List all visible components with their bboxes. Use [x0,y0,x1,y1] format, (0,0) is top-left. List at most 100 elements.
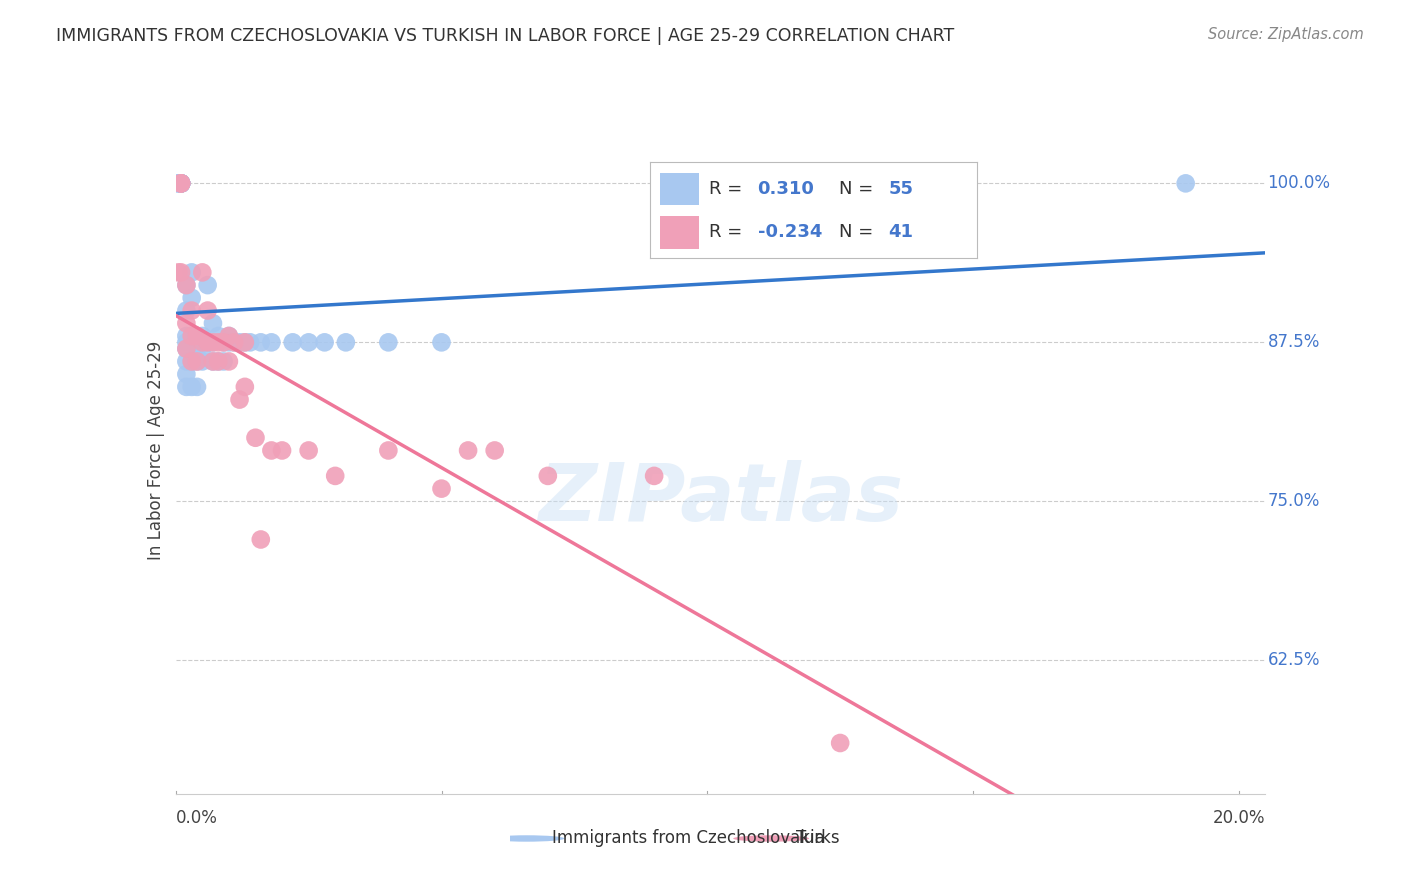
Text: R =: R = [709,180,748,198]
Text: 87.5%: 87.5% [1268,334,1320,351]
Point [218,329,240,343]
Bar [659,172,699,205]
Point [176,303,198,318]
Point [176,342,198,356]
Point [212,335,235,350]
Point [377,335,399,350]
Point [186,354,208,368]
Point [201,354,224,368]
Point [170,177,193,191]
Point [167,177,190,191]
Point [167,177,190,191]
Point [170,177,193,191]
Point [186,342,208,356]
Point [281,335,304,350]
Point [186,380,208,394]
Text: 0.0%: 0.0% [176,809,218,827]
Point [176,342,198,356]
Point [176,354,198,368]
Point [186,354,208,368]
Point [180,291,202,305]
Point [335,335,357,350]
Text: Source: ZipAtlas.com: Source: ZipAtlas.com [1208,27,1364,42]
Point [170,177,193,191]
Point [323,469,346,483]
Point [170,265,193,279]
Point [191,329,214,343]
Point [180,354,202,368]
Point [170,177,193,191]
Point [224,335,246,350]
Text: 0.310: 0.310 [758,180,814,198]
Point [298,335,321,350]
Text: N =: N = [839,180,879,198]
Point [170,177,193,191]
Point [207,329,229,343]
Point [170,177,193,191]
Point [249,335,271,350]
Point [484,443,506,458]
Point [233,335,256,350]
Point [167,265,190,279]
Point [207,354,229,368]
Point [176,380,198,394]
Text: 100.0%: 100.0% [1268,174,1330,193]
Point [245,431,267,445]
Point [298,443,321,458]
Point [176,329,198,343]
Point [180,329,202,343]
Point [191,354,214,368]
Point [271,443,294,458]
Point [212,335,235,350]
Point [197,278,219,293]
Point [233,380,256,394]
Point [180,303,202,318]
Text: IMMIGRANTS FROM CZECHOSLOVAKIA VS TURKISH IN LABOR FORCE | AGE 25-29 CORRELATION: IMMIGRANTS FROM CZECHOSLOVAKIA VS TURKIS… [56,27,955,45]
Point [176,335,198,350]
Text: ZIPatlas: ZIPatlas [538,459,903,538]
Point [249,533,271,547]
Point [314,335,336,350]
Text: 75.0%: 75.0% [1268,492,1320,510]
Bar [659,216,699,249]
Point [377,443,399,458]
Text: 41: 41 [889,223,914,241]
Point [457,443,479,458]
Text: Immigrants from Czechoslovakia: Immigrants from Czechoslovakia [551,830,824,847]
Point [191,342,214,356]
Text: 20.0%: 20.0% [1213,809,1265,827]
Point [260,335,283,350]
Point [430,335,453,350]
Point [197,335,219,350]
Point [218,329,240,343]
Point [201,316,224,330]
Point [1174,177,1197,191]
Point [170,177,193,191]
Point [176,316,198,330]
Point [239,335,262,350]
Point [212,354,235,368]
Point [170,177,193,191]
Point [430,482,453,496]
Circle shape [733,835,808,842]
Point [197,303,219,318]
Point [186,329,208,343]
Point [218,335,240,350]
Point [170,177,193,191]
Point [197,335,219,350]
Point [537,469,560,483]
Text: -0.234: -0.234 [758,223,823,241]
Point [180,380,202,394]
Point [260,443,283,458]
Point [176,278,198,293]
Point [176,278,198,293]
Text: N =: N = [839,223,879,241]
Y-axis label: In Labor Force | Age 25-29: In Labor Force | Age 25-29 [146,341,165,560]
Point [191,335,214,350]
Point [180,329,202,343]
Text: Turks: Turks [796,830,841,847]
Point [201,354,224,368]
Point [228,335,250,350]
Point [218,354,240,368]
Point [201,335,224,350]
